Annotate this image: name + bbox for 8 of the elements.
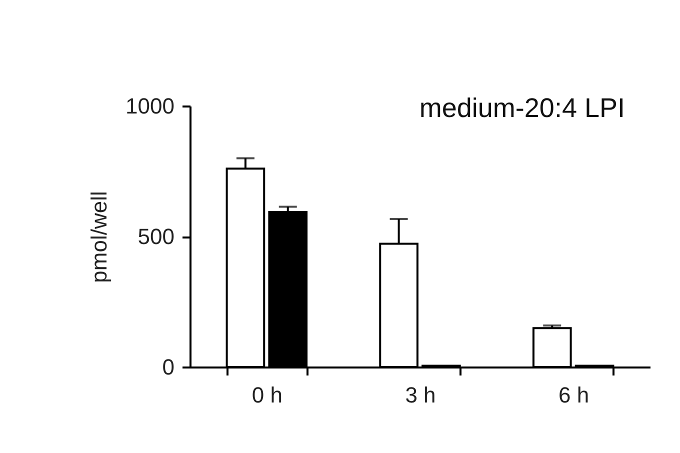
x-tick-label: 3 h: [405, 382, 436, 408]
x-tick-label: 0 h: [252, 382, 282, 408]
y-tick-label: 500: [138, 224, 174, 249]
chart-title: medium-20:4 LPI: [419, 93, 625, 123]
y-tick-label: 0: [162, 354, 174, 380]
y-tick-label: 1000: [126, 94, 174, 118]
x-tick-label: 6 h: [558, 382, 590, 408]
y-axis-title: pmol/well: [86, 191, 112, 283]
